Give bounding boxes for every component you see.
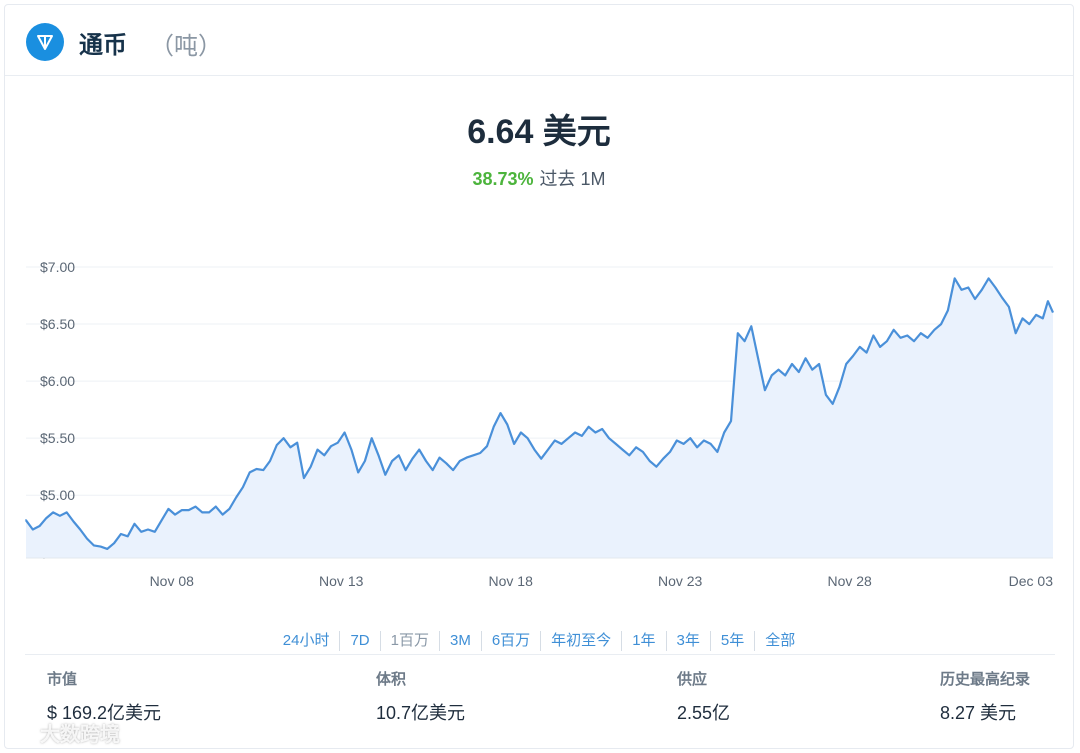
stat-value: 2.55亿 (677, 703, 731, 723)
y-tick-label: $7.00 (40, 259, 75, 275)
range-button[interactable]: 3年 (665, 631, 710, 651)
stat-label: 历史最高纪录 (940, 671, 1031, 688)
stat-label: 供应 (677, 671, 708, 688)
price-change: 38.73% 过去 1M (5, 165, 1073, 191)
watermark: 大数跨境 (9, 718, 120, 747)
stat-all-time-high: 历史最高纪录 8.27 美元 (940, 668, 1030, 725)
coin-name: 通币 (79, 32, 127, 59)
change-period: 过去 1M (539, 169, 606, 189)
range-button[interactable]: 1年 (621, 631, 665, 651)
stat-market-cap: 市值 $ 169.2亿美元 (47, 668, 161, 725)
range-button[interactable]: 6百万 (480, 631, 540, 651)
range-button[interactable]: 3M (438, 631, 481, 651)
x-tick-label: Nov 13 (319, 573, 364, 589)
time-range-selector: 24小时 7D 1百万 3M 6百万 年初至今 1年 3年 5年 全部 (5, 631, 1073, 651)
range-button[interactable]: 24小时 (282, 632, 330, 649)
y-tick-label: $6.00 (40, 373, 75, 389)
stat-value: 10.7亿美元 (376, 703, 466, 723)
change-percent: 38.73% (472, 169, 534, 189)
range-button[interactable]: 年初至今 (540, 631, 621, 651)
y-tick-label: $6.50 (40, 316, 75, 332)
x-tick-label: Nov 18 (489, 573, 534, 589)
stat-label: 市值 (47, 671, 78, 688)
y-tick-label: $5.50 (40, 430, 75, 446)
x-tick-label: Nov 28 (827, 573, 872, 589)
range-button[interactable]: 全部 (754, 631, 805, 651)
current-price: 6.64 美元 (467, 113, 611, 151)
range-button[interactable]: 7D (339, 631, 379, 651)
range-button[interactable]: 1百万 (379, 631, 439, 651)
price-line (24, 277, 1055, 550)
stat-value: $ 169.2亿美元 (47, 703, 162, 723)
coin-header: 通币 （吨） (5, 5, 1073, 76)
coin-card: 通币 （吨） 6.64 美元 38.73% 过去 1M $7.00 $6.50 $6.… (4, 4, 1074, 749)
range-button[interactable]: 5年 (709, 631, 754, 651)
y-tick-label: $5.00 (40, 487, 75, 503)
x-tick-label: Nov 08 (150, 573, 195, 589)
stats-divider (25, 654, 1055, 655)
stat-value: 8.27 美元 (940, 703, 1017, 723)
stat-volume: 体积 10.7亿美元 (376, 668, 465, 725)
price-chart[interactable]: $7.00$6.50$6.00$5.50$5.00$4.50Nov 08Nov … (5, 5, 1073, 625)
stat-label: 体积 (376, 671, 407, 688)
stat-supply: 供应 2.55亿 (677, 668, 730, 725)
ton-diamond-icon (26, 23, 64, 61)
price-area-fill (26, 278, 1053, 558)
coin-ticker: （吨） (150, 33, 222, 60)
watermark-text: 大数跨境 (40, 724, 120, 746)
watermark-logo-icon (9, 722, 36, 744)
x-tick-label: Dec 03 (1009, 573, 1054, 589)
x-tick-label: Nov 23 (658, 573, 703, 589)
